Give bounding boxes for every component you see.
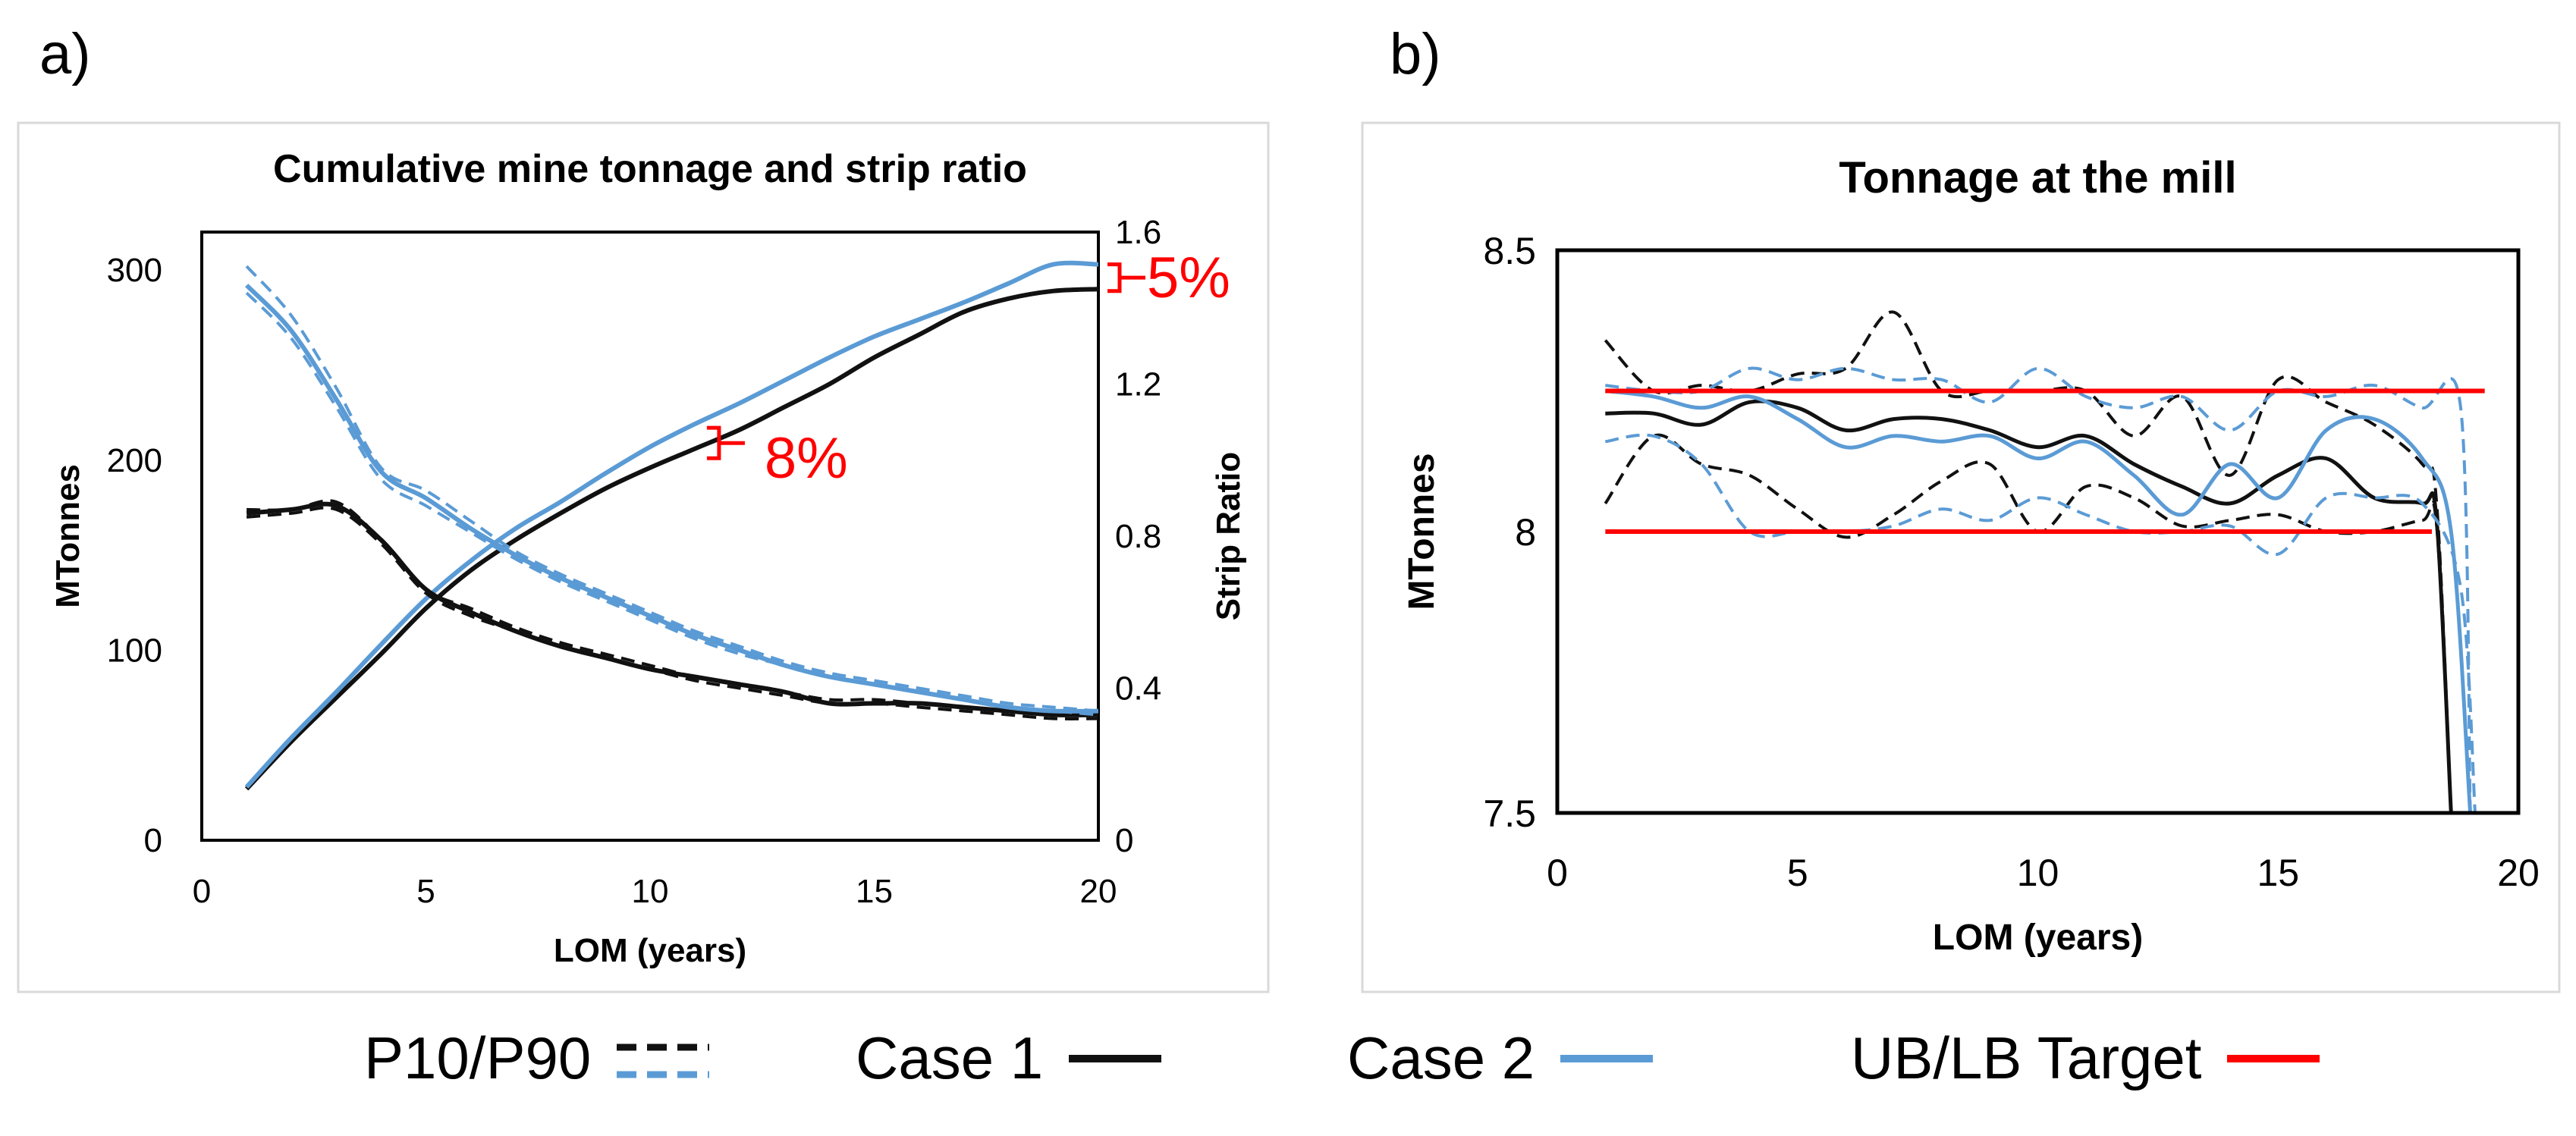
- chart-b-series-1: [1604, 310, 2453, 813]
- chart-a-ytick-label: 100: [107, 632, 162, 669]
- panel-b-label: b): [1390, 22, 1441, 86]
- chart-a-ytick-label: 200: [107, 442, 162, 479]
- chart-b-series-3: [1605, 389, 2473, 813]
- legend-item-target: UB/LB Target: [1851, 1024, 2323, 1093]
- chart-b-series-4: [1605, 366, 2472, 813]
- chart-a-annotation-label: 5%: [1147, 246, 1230, 310]
- chart-a-series-6: [245, 291, 1099, 717]
- chart-a-series-1: [244, 260, 1099, 789]
- panel-a-frame: [17, 121, 1270, 993]
- chart-a-xtick-label: 10: [632, 873, 669, 910]
- legend-label-case2: Case 2: [1347, 1025, 1535, 1091]
- chart-a-ylabel: MTonnes: [49, 464, 86, 608]
- chart-a-y2label: Strip Ratio: [1210, 452, 1247, 620]
- legend-swatch-p10p90: [617, 1043, 710, 1078]
- chart-b-series-5: [1604, 433, 2477, 813]
- chart-a: Cumulative mine tonnage and strip ratio 0…: [49, 147, 1247, 969]
- legend-swatch-case1: [1069, 1054, 1162, 1062]
- chart-a-annotation-bracket: [706, 425, 745, 460]
- chart-a-y2tick-label: 1.2: [1115, 366, 1161, 403]
- chart-a-xtick-label: 20: [1080, 873, 1117, 910]
- chart-a-annotation-bracket: [1107, 262, 1145, 293]
- chart-a-series-4: [247, 499, 1099, 717]
- chart-a-series-3: [246, 506, 1099, 720]
- chart-b-series-2: [1604, 433, 2453, 813]
- chart-b-xtick-label: 0: [1547, 852, 1568, 894]
- chart-b-ytick-label: 8: [1515, 511, 1536, 554]
- chart-a-ytick-label: 300: [107, 252, 162, 289]
- chart-a-y2tick-label: 0.4: [1115, 670, 1161, 708]
- chart-b-xlabel: LOM (years): [1933, 918, 2143, 958]
- figure-canvas: Cumulative mine tonnage and strip ratio 0…: [17, 121, 2561, 993]
- chart-a-annotation-label: 8%: [765, 426, 848, 491]
- legend: P10/P90 Case 1 Case 2 UB/LB Target: [0, 1024, 2576, 1115]
- chart-b-ylabel: MTonnes: [1402, 453, 1442, 610]
- chart-a-series-5: [244, 284, 1099, 714]
- chart-b-series-group: [1604, 310, 2485, 813]
- chart-a-y2tick-label: 0.8: [1115, 518, 1161, 555]
- chart-a-ytick-label: 0: [144, 822, 162, 859]
- legend-label-p10p90: P10/P90: [364, 1025, 592, 1091]
- chart-a-xtick-label: 0: [193, 873, 211, 910]
- chart-b-plot-area: [1555, 248, 2521, 815]
- legend-swatch-target: [2227, 1054, 2320, 1062]
- chart-a-y2tick-label: 1.6: [1115, 214, 1161, 251]
- legend-item-p10p90: P10/P90: [364, 1024, 712, 1093]
- chart-b-xtick-label: 20: [2497, 852, 2540, 894]
- chart-a-y2tick-label: 0: [1115, 822, 1133, 859]
- chart-a-xlabel: LOM (years): [554, 932, 746, 969]
- chart-a-xtick-label: 5: [416, 873, 435, 910]
- panel-b-frame: [1361, 121, 2561, 993]
- chart-a-xtick-label: 15: [856, 873, 893, 910]
- chart-a-plot-area: [200, 231, 1100, 842]
- legend-item-case2: Case 2: [1347, 1024, 1656, 1093]
- legend-item-case1: Case 1: [856, 1024, 1164, 1093]
- chart-b-ytick-label: 8.5: [1483, 230, 1536, 272]
- chart-a-title: Cumulative mine tonnage and strip ratio: [273, 147, 1027, 191]
- chart-b-xtick-label: 10: [2017, 852, 2059, 894]
- chart-b-ytick-label: 7.5: [1483, 792, 1536, 835]
- chart-b-title: Tonnage at the mill: [1839, 153, 2236, 202]
- chart-b-xtick-label: 5: [1787, 852, 1808, 894]
- chart-a-series-0: [244, 287, 1099, 791]
- legend-label-target: UB/LB Target: [1851, 1025, 2202, 1091]
- legend-swatch-case2: [1560, 1054, 1654, 1062]
- chart-b: Tonnage at the mill 0 5 10 15 20 7.5 8 8.5 LOM (y…: [1402, 153, 2540, 958]
- legend-label-case1: Case 1: [856, 1025, 1044, 1091]
- panel-a-label: a): [39, 22, 91, 86]
- chart-a-series-7: [245, 265, 1099, 713]
- chart-b-xtick-label: 15: [2257, 852, 2299, 894]
